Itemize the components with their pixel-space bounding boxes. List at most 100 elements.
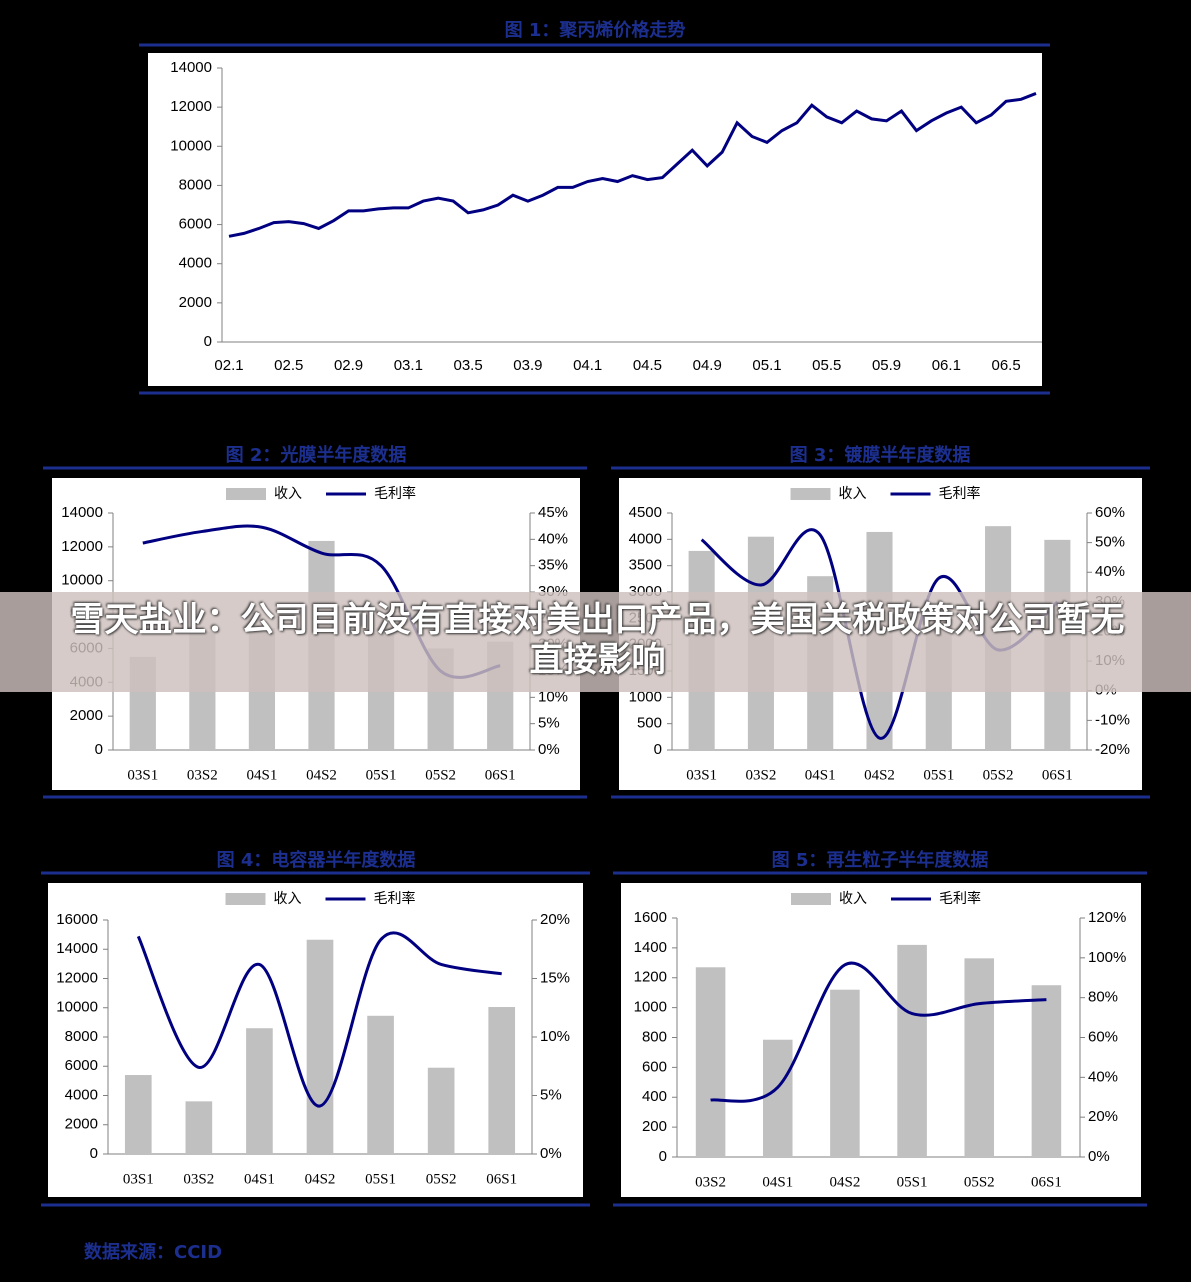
x-tick-label: 03S1	[686, 767, 717, 783]
bar	[124, 1075, 152, 1154]
source-note: 数据来源：CCID	[84, 1242, 223, 1263]
y-tick-label: 0	[95, 741, 103, 758]
y2-tick-label: 60%	[1095, 504, 1125, 521]
chart-box	[148, 53, 1042, 386]
x-tick-label: 06.1	[932, 357, 961, 374]
y-tick-label: 12000	[61, 538, 103, 555]
legend-label: 毛利率	[374, 485, 416, 502]
y2-tick-label: -10%	[1095, 711, 1130, 728]
x-tick-label: 04S2	[864, 767, 895, 783]
y-tick-label: 600	[642, 1058, 667, 1075]
y-tick-label: 0	[204, 333, 212, 350]
margin-line	[710, 961, 1047, 1103]
y2-tick-label: 15%	[540, 969, 570, 986]
chart-title: 图 5：再生粒子半年度数据	[772, 849, 989, 871]
y-tick-label: 400	[642, 1088, 667, 1105]
y-tick-label: 0	[659, 1148, 667, 1165]
bar	[306, 939, 334, 1154]
y-tick-label: 2000	[70, 707, 103, 724]
y2-tick-label: 10%	[540, 1028, 570, 1045]
x-tick-label: 06S1	[485, 767, 516, 783]
y2-tick-label: 10%	[538, 688, 568, 705]
y-tick-label: 200	[642, 1118, 667, 1135]
x-tick-label: 05S2	[983, 767, 1014, 783]
legend-label: 收入	[839, 486, 867, 502]
x-tick-label: 05.1	[752, 357, 781, 374]
y2-tick-label: 0%	[1088, 1148, 1110, 1165]
x-tick-label: 03S1	[123, 1171, 154, 1187]
x-tick-label: 05S1	[365, 1171, 396, 1187]
y-tick-label: 500	[637, 715, 662, 732]
x-tick-label: 04S2	[305, 1171, 336, 1187]
bar	[830, 989, 860, 1157]
banner-band	[0, 592, 1191, 692]
y2-tick-label: 35%	[538, 557, 568, 574]
y2-tick-label: 5%	[540, 1086, 562, 1103]
y2-tick-label: 120%	[1088, 909, 1126, 926]
bar	[897, 944, 927, 1157]
bar	[367, 1015, 394, 1154]
legend-label: 毛利率	[374, 890, 416, 907]
price-line	[228, 92, 1037, 238]
y-tick-label: 4000	[65, 1086, 98, 1103]
x-tick-label: 05S1	[923, 767, 954, 783]
y-tick-label: 8000	[65, 1028, 98, 1045]
y-tick-label: 10000	[170, 137, 212, 154]
x-tick-label: 05.5	[812, 357, 841, 374]
bar	[695, 967, 726, 1157]
y-tick-label: 2000	[179, 294, 212, 311]
x-tick-label: 03S2	[746, 767, 777, 783]
y-tick-label: 16000	[56, 911, 98, 928]
x-tick-label: 04S1	[244, 1171, 275, 1187]
y2-tick-label: 80%	[1088, 989, 1118, 1006]
y-tick-label: 12000	[170, 98, 212, 115]
y2-tick-label: 20%	[1088, 1108, 1118, 1125]
y-tick-label: 6000	[65, 1057, 98, 1074]
y-tick-label: 800	[642, 1028, 667, 1045]
y2-tick-label: 40%	[1095, 563, 1125, 580]
x-tick-label: 03S2	[695, 1174, 726, 1190]
legend-label: 收入	[274, 891, 302, 907]
x-tick-label: 03.1	[394, 357, 423, 374]
bar	[185, 1101, 213, 1154]
legend-label: 毛利率	[939, 890, 981, 907]
x-tick-label: 04S2	[306, 767, 337, 783]
margin-line	[136, 931, 502, 1108]
x-tick-label: 04S1	[247, 767, 278, 783]
x-tick-label: 04S1	[805, 767, 836, 783]
chart-title: 图 1：聚丙烯价格走势	[505, 19, 686, 41]
legend-swatch	[225, 893, 266, 905]
x-tick-label: 04.5	[633, 357, 662, 374]
y-tick-label: 1600	[634, 909, 667, 926]
y-tick-label: 14000	[61, 504, 103, 521]
x-tick-label: 04.1	[573, 357, 602, 374]
y2-tick-label: 60%	[1088, 1028, 1118, 1045]
x-tick-label: 06S1	[486, 1171, 517, 1187]
bar	[762, 1039, 793, 1157]
legend-swatch	[790, 488, 831, 500]
y-tick-label: 1400	[634, 939, 667, 956]
y2-tick-label: 100%	[1088, 949, 1126, 966]
legend-swatch	[226, 488, 266, 500]
legend-label: 毛利率	[939, 485, 981, 502]
x-tick-label: 03S2	[187, 767, 218, 783]
bar	[964, 958, 995, 1157]
banner-text: 雪天盐业：公司目前没有直接对美出口产品，美国关税政策对公司暂无直接影响	[70, 600, 1125, 680]
y-tick-label: 2000	[65, 1116, 98, 1133]
y2-tick-label: 40%	[1088, 1068, 1118, 1085]
x-tick-label: 03.9	[513, 357, 542, 374]
legend-label: 收入	[839, 891, 867, 907]
y-tick-label: 1000	[629, 688, 662, 705]
x-tick-label: 05S2	[426, 1171, 457, 1187]
y2-tick-label: 45%	[538, 504, 568, 521]
y-tick-label: 4000	[179, 255, 212, 272]
y2-tick-label: 0%	[540, 1145, 562, 1162]
y2-tick-label: -20%	[1095, 741, 1130, 758]
y-tick-label: 1000	[634, 999, 667, 1016]
y-tick-label: 1200	[634, 969, 667, 986]
legend-label: 收入	[274, 486, 302, 502]
legend-swatch	[791, 893, 831, 905]
x-tick-label: 04S1	[762, 1174, 793, 1190]
x-tick-label: 06S1	[1042, 767, 1073, 783]
x-tick-label: 02.1	[214, 357, 243, 374]
